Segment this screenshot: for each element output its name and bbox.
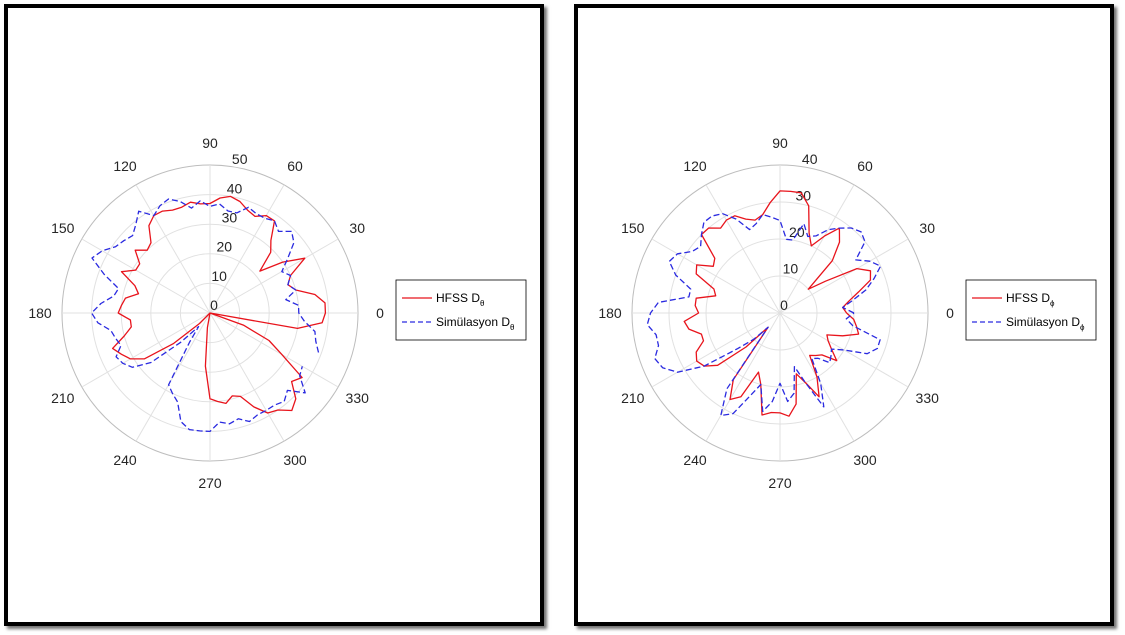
left-polar-chart: 0 30 60 90 120 150 180 210 240 270 300 330 0 10 20 30 40… [28, 135, 527, 491]
legend-label-name: Simülasyon D [436, 315, 510, 329]
right-chart-panel: 0 30 60 90 120 150 180 210 240 270 300 330 0 10 20 30 40… [574, 4, 1114, 626]
angle-tick-label: 270 [768, 475, 792, 491]
angle-tick-label: 300 [853, 452, 877, 468]
angle-tick-label: 150 [621, 220, 645, 236]
polar-grid [631, 164, 929, 462]
legend-label-subscript: θ [480, 299, 485, 308]
angular-grid-line [651, 312, 781, 388]
series-line-simulasyon [90, 198, 320, 433]
legend-label-subscript: θ [510, 323, 515, 332]
angular-grid-line [209, 312, 285, 442]
angular-grid-line [81, 312, 211, 388]
angular-grid-line [209, 184, 285, 314]
legend-label-subscript: ϕ [1050, 299, 1055, 308]
angle-tick-label: 60 [287, 158, 303, 174]
radius-tick-label: 20 [216, 239, 232, 255]
angle-tick-label: 120 [683, 158, 707, 174]
legend-box [395, 279, 527, 341]
legend-label: Simülasyon Dϕ [1006, 315, 1085, 332]
angle-tick-label: 30 [919, 220, 935, 236]
radius-tick-label: 10 [211, 268, 227, 284]
series-line-simulasyon [646, 213, 882, 417]
angle-tick-label: 0 [376, 305, 384, 321]
angle-tick-label: 30 [349, 220, 365, 236]
legend-box [965, 279, 1097, 341]
angle-tick-label: 330 [916, 390, 940, 406]
angle-tick-label: 0 [946, 305, 954, 321]
legend-label: HFSS Dϕ [1006, 291, 1055, 308]
angular-grid-line [135, 184, 211, 314]
angle-tick-label: 90 [772, 135, 788, 151]
angular-grid-line [651, 238, 781, 314]
series-line-hfss [111, 195, 327, 414]
angular-grid-line [779, 184, 855, 314]
radius-tick-label: 0 [780, 297, 788, 313]
angular-grid-line [705, 184, 781, 314]
legend-label-name: Simülasyon D [1006, 315, 1080, 329]
legend-label-name: HFSS D [436, 291, 480, 305]
angular-grid-line [779, 238, 909, 314]
radius-tick-label: 50 [232, 151, 248, 167]
angle-tick-label: 150 [51, 220, 75, 236]
series-line-hfss [683, 190, 872, 417]
radius-tick-label: 0 [210, 297, 218, 313]
radius-tick-label: 40 [227, 180, 243, 196]
legend-label-name: HFSS D [1006, 291, 1050, 305]
angle-tick-label: 120 [113, 158, 137, 174]
angle-tick-label: 180 [598, 305, 622, 321]
angle-tick-label: 330 [346, 390, 370, 406]
angular-grid-line [81, 238, 211, 314]
legend-label-subscript: ϕ [1080, 323, 1085, 332]
angle-tick-label: 180 [28, 305, 52, 321]
angular-grid-line [779, 312, 909, 388]
right-polar-chart: 0306090120150180210240270300330010203040… [598, 135, 1097, 491]
angular-grid-line [209, 312, 339, 388]
angular-grid-line [705, 312, 781, 442]
radius-tick-label: 10 [783, 261, 799, 277]
angle-tick-label: 240 [113, 452, 137, 468]
legend-label: Simülasyon Dθ [436, 315, 515, 332]
angle-tick-label: 90 [202, 135, 218, 151]
angle-tick-label: 60 [857, 158, 873, 174]
radius-tick-label: 40 [802, 151, 818, 167]
angle-tick-label: 240 [683, 452, 707, 468]
angle-tick-label: 210 [51, 390, 75, 406]
angle-tick-label: 210 [621, 390, 645, 406]
angular-grid-line [209, 238, 339, 314]
angle-tick-label: 270 [198, 475, 222, 491]
angle-tick-label: 300 [283, 452, 307, 468]
legend-label: HFSS Dθ [436, 291, 485, 308]
left-chart-panel: 0 30 60 90 120 150 180 210 240 270 300 330 0 10 20 30 40… [4, 4, 544, 626]
radius-tick-label: 30 [222, 210, 238, 226]
